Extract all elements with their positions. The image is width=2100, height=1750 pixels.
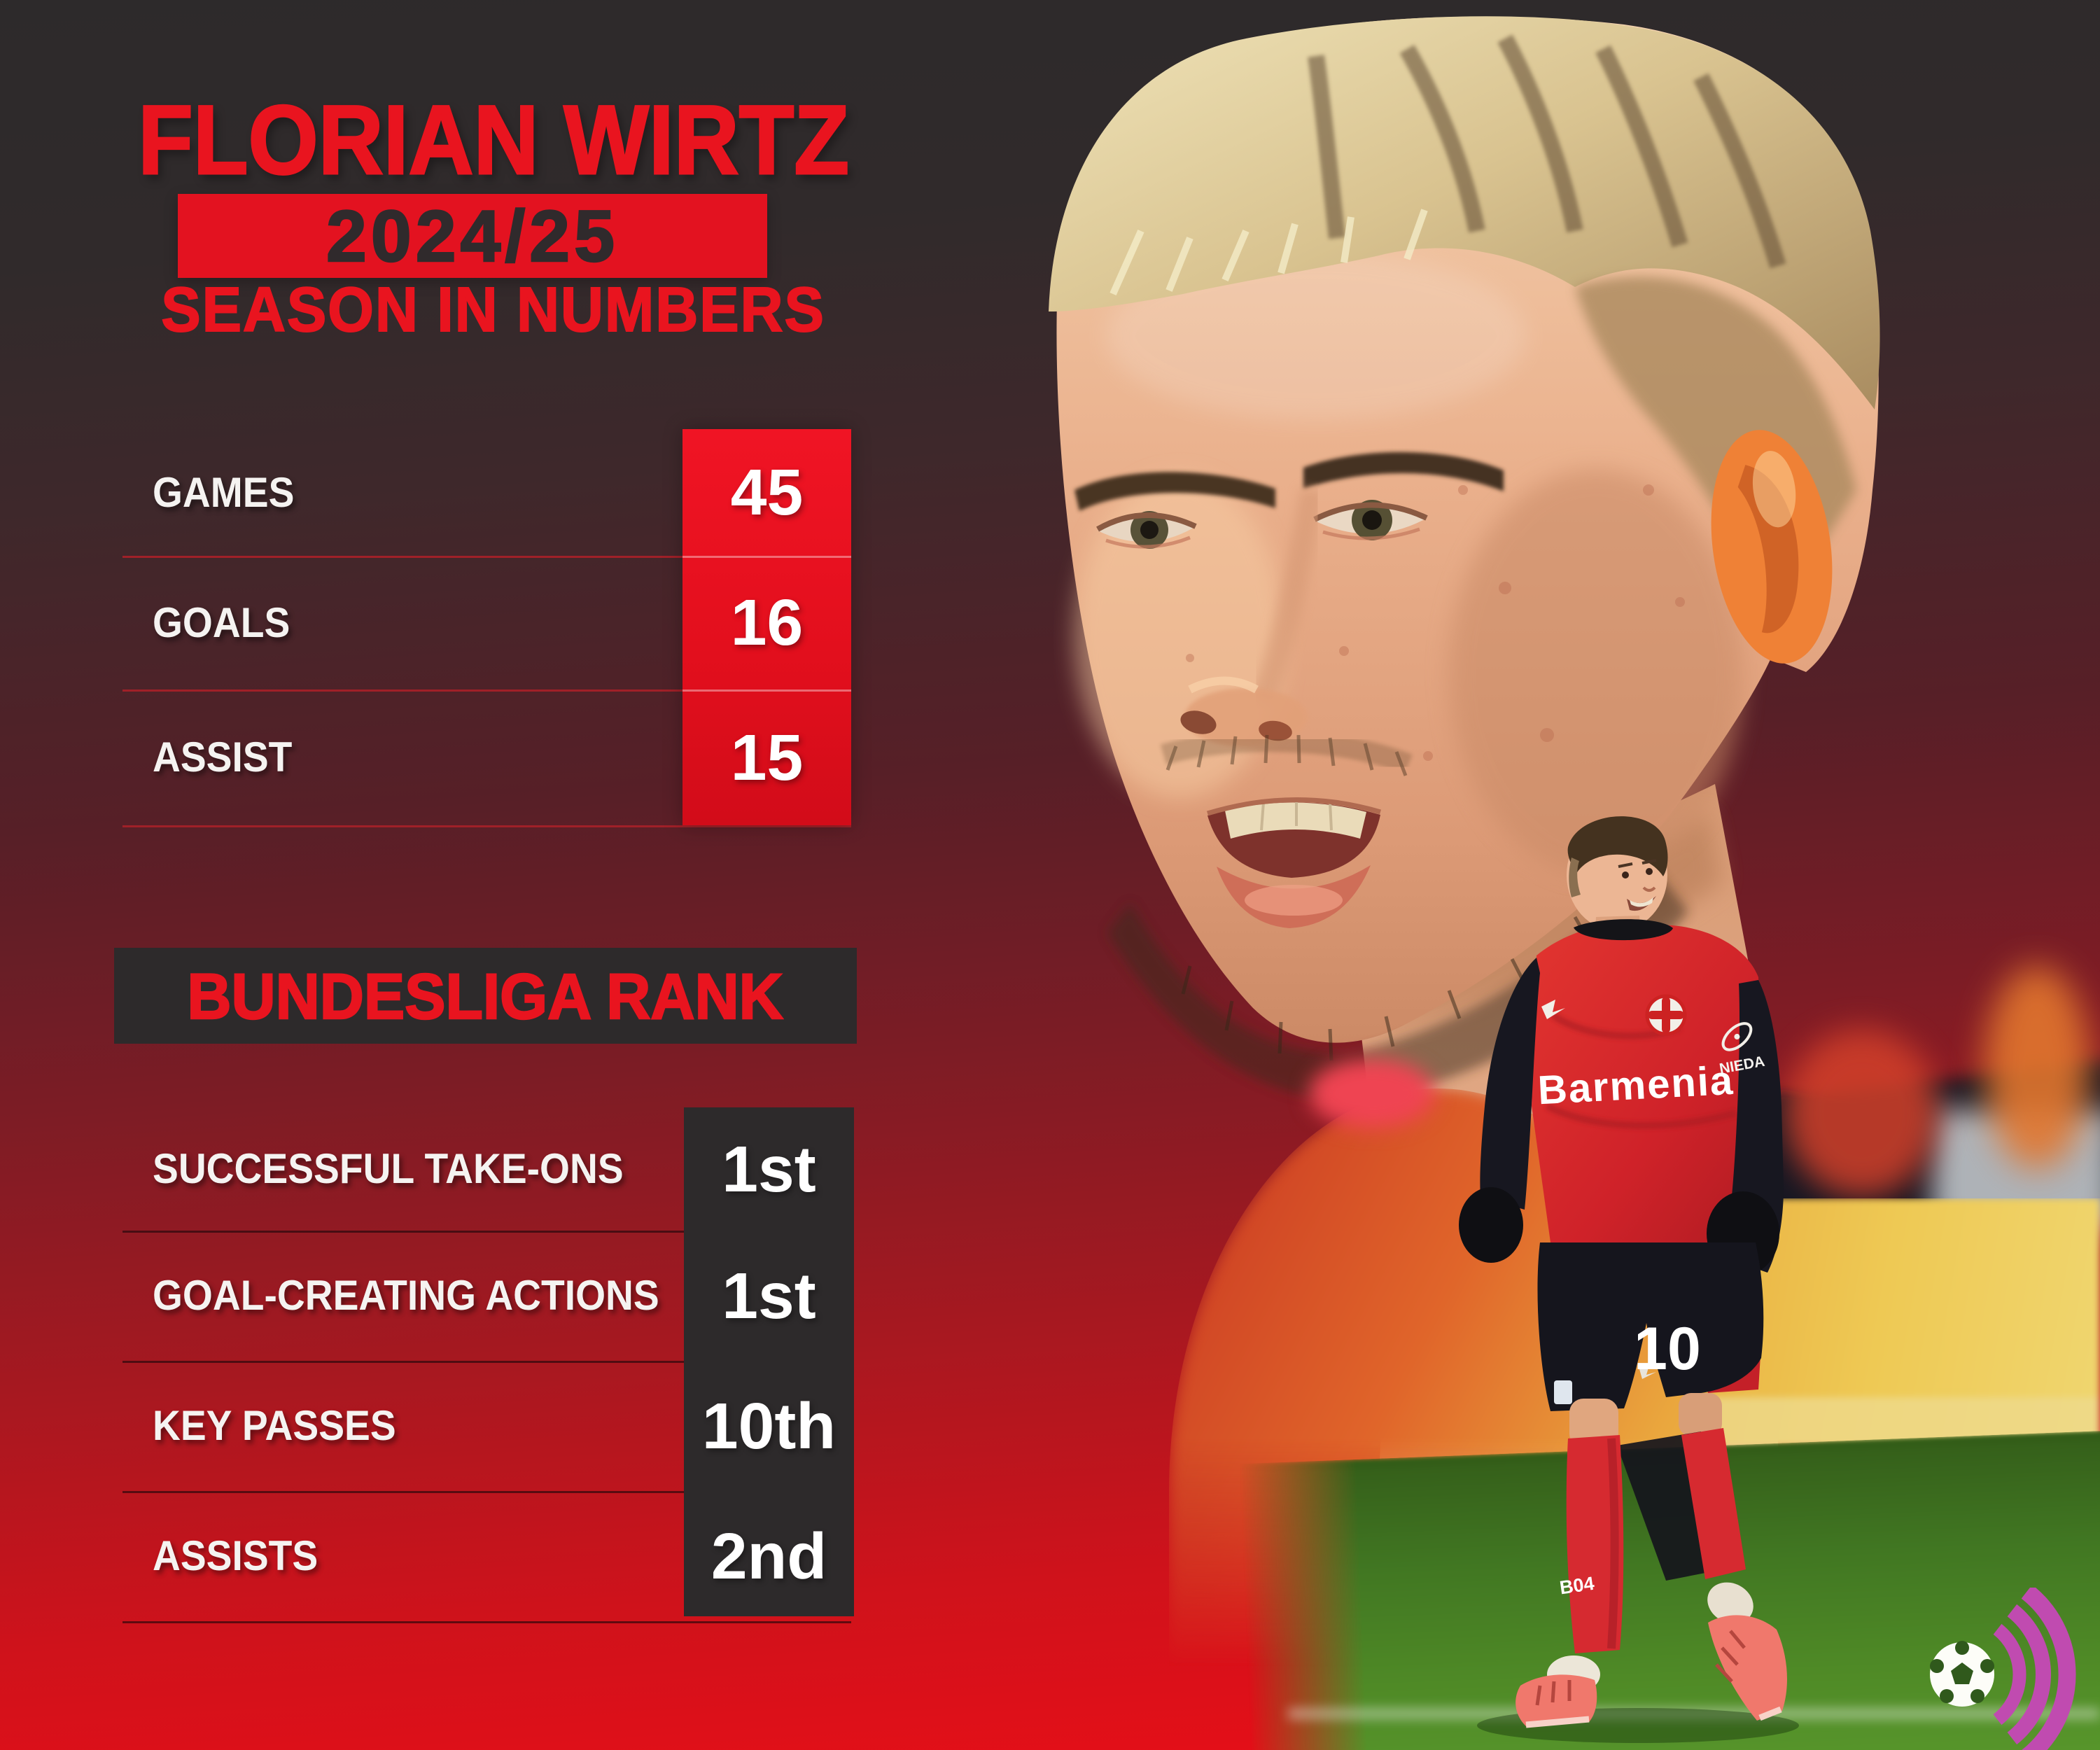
player-figure-illustration: NIEDA Barmenia 10 B04 — [1459, 816, 1799, 1743]
divider — [682, 556, 851, 558]
rank-section-header: BUNDESLIGA RANK — [114, 948, 857, 1044]
photo-red-blur — [1785, 1029, 1939, 1197]
season-badge-text: 2024/25 — [326, 195, 619, 279]
eyebrow-left — [1074, 472, 1275, 511]
stat-row-value: 45 — [730, 456, 804, 528]
jersey-sponsor-text: Barmenia — [1536, 1058, 1735, 1114]
eye-left — [1096, 511, 1197, 549]
player-boots — [1516, 1615, 1787, 1728]
signal-waves-icon — [1993, 1588, 2076, 1750]
shorts-number-text: 10 — [1634, 1315, 1701, 1382]
divider — [122, 1621, 851, 1623]
stat-row-label: GAMES — [153, 469, 295, 516]
stat-row-label: GOALS — [153, 599, 290, 646]
shorts-logo-icon — [1639, 1365, 1656, 1379]
divider — [122, 1231, 851, 1233]
divider — [122, 825, 851, 827]
league-patch — [1554, 1380, 1572, 1404]
mouth — [1206, 797, 1381, 928]
ear — [1711, 430, 1833, 664]
divider — [682, 690, 851, 692]
rank-row-value: 2nd — [710, 1520, 827, 1592]
eye-right — [1313, 500, 1428, 540]
collar-blur — [1309, 1058, 1435, 1128]
photo-orange-blur — [1984, 966, 2090, 1169]
beard-stubble — [1107, 869, 1688, 1100]
mustache — [1160, 731, 1413, 776]
page-subtitle: SEASON IN NUMBERS — [161, 275, 826, 345]
rank-value-column — [684, 1107, 854, 1616]
rank-row-label: KEY PASSES — [153, 1402, 396, 1449]
nose — [1250, 487, 1324, 706]
stat-row-value: 16 — [730, 586, 804, 659]
stats-value-column — [682, 429, 851, 825]
player-head — [1567, 816, 1668, 931]
season-badge: 2024/25 — [178, 194, 767, 278]
divider — [122, 556, 851, 558]
stat-row-label: ASSIST — [153, 734, 293, 780]
rank-row-value: 1st — [722, 1259, 816, 1332]
divider — [122, 690, 851, 692]
rank-row-label: GOAL-CREATING ACTIONS — [153, 1272, 659, 1319]
player-photo-composite: NIEDA Barmenia 10 B04 — [896, 0, 2100, 1750]
castore-logo-icon — [1541, 1000, 1565, 1019]
pitch-line — [1288, 1708, 2100, 1719]
rank-row-label: ASSISTS — [153, 1532, 318, 1579]
football-signal-logo — [1930, 1588, 2076, 1750]
stat-row-value: 15 — [730, 721, 804, 794]
hair — [1049, 16, 1880, 410]
rank-section-title: BUNDESLIGA RANK — [187, 960, 785, 1034]
eyebrow-right — [1303, 451, 1504, 491]
bayer-badge-icon — [1645, 994, 1687, 1036]
divider — [122, 1361, 851, 1363]
rank-row-label: SUCCESSFUL TAKE-ONS — [153, 1145, 624, 1192]
rank-row-value: 1st — [722, 1133, 816, 1205]
player-jersey: NIEDA Barmenia — [1459, 919, 1784, 1275]
page-title: FLORIAN WIRTZ — [137, 85, 850, 195]
sock-text: B04 — [1558, 1573, 1595, 1599]
divider — [122, 1491, 851, 1493]
rank-row-value: 10th — [701, 1390, 836, 1462]
football-icon — [1930, 1641, 1994, 1707]
player-shorts: 10 — [1537, 1242, 1764, 1411]
